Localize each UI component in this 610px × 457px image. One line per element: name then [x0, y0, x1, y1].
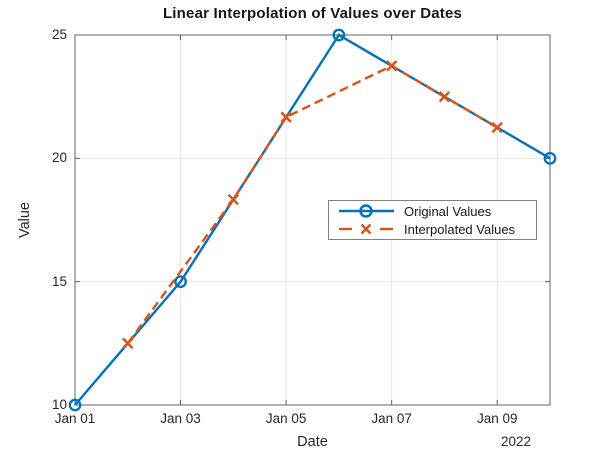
data-point-circle-marker	[543, 151, 557, 165]
x-tick-label: Jan 05	[265, 411, 307, 426]
legend-entry-interpolated: Interpolated Values	[338, 220, 536, 238]
y-tick-label: 20	[51, 150, 67, 166]
data-point-circle-marker	[174, 275, 187, 289]
y-tick-label: 25	[51, 27, 67, 42]
series-line-dashed	[126, 64, 498, 345]
x-tick-label: Jan 09	[476, 411, 518, 426]
legend-dashed-line-x-icon	[339, 223, 393, 235]
data-point-x-marker	[122, 337, 134, 350]
x-tick-label: Jan 07	[371, 411, 412, 426]
data-point-circle-marker	[68, 398, 82, 412]
legend-label-interpolated: Interpolated Values	[404, 221, 516, 237]
legend: Original Values Interpolated Values	[328, 200, 537, 240]
legend-solid-line-circle-icon	[339, 204, 394, 218]
data-point-x-marker	[385, 60, 398, 72]
x-tick-label: Jan 03	[160, 411, 201, 426]
x-tick-label: Jan 01	[54, 411, 96, 426]
data-point-x-marker	[438, 90, 451, 103]
data-point-circle-marker	[332, 28, 346, 42]
x-axis-year-label: 2022	[500, 434, 532, 449]
x-axis-label: Date	[297, 434, 328, 450]
legend-entry-original: Original Values	[338, 202, 536, 220]
data-point-x-marker	[491, 121, 503, 134]
legend-label-original: Original Values	[404, 203, 492, 219]
data-point-x-marker	[280, 111, 292, 123]
y-axis-label: Value	[17, 202, 33, 239]
data-point-x-marker	[227, 193, 240, 206]
chart-title: Linear Interpolation of Values over Date…	[162, 5, 463, 22]
axes-box	[74, 34, 551, 406]
y-tick-label: 10	[51, 397, 67, 412]
y-tick-label: 15	[51, 273, 67, 289]
